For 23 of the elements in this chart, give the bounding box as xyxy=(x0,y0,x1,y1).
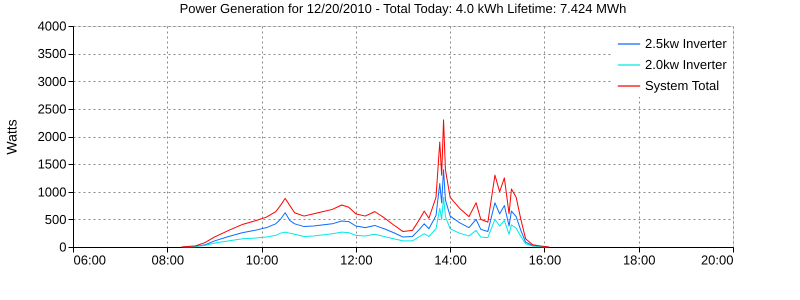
legend-label: 2.5kw Inverter xyxy=(645,36,728,51)
y-tick-label: 3500 xyxy=(38,46,66,62)
y-tick-label: 1000 xyxy=(38,184,66,200)
legend-label: System Total xyxy=(645,78,720,93)
y-tick-label: 2500 xyxy=(38,101,66,116)
chart-title: Power Generation for 12/20/2010 - Total Today: 4.0 kWh Lifetime: 7.424 MWh xyxy=(180,1,626,16)
y-tick-label: 3000 xyxy=(38,74,66,89)
y-tick-label: 4000 xyxy=(38,18,66,34)
x-tick-label: 08:00 xyxy=(152,252,184,268)
x-tick-label: 12:00 xyxy=(340,252,373,268)
y-tick-label: 1500 xyxy=(38,156,66,172)
legend-label: 2.0kw Inverter xyxy=(645,57,728,72)
x-tick-label: 18:00 xyxy=(622,252,656,268)
x-tick-label: 16:00 xyxy=(528,252,562,268)
x-tick-label: 06:00 xyxy=(74,252,106,268)
y-tick-label: 2000 xyxy=(38,129,66,144)
x-tick-label: 10:00 xyxy=(246,252,278,268)
x-tick-label: 20:00 xyxy=(700,252,734,268)
x-tick-label: 14:00 xyxy=(434,252,467,268)
y-tick-label: 500 xyxy=(44,212,66,227)
line-series xyxy=(180,119,550,248)
y-tick-label: 0 xyxy=(59,240,66,254)
y-axis-title: Watts xyxy=(4,119,20,155)
